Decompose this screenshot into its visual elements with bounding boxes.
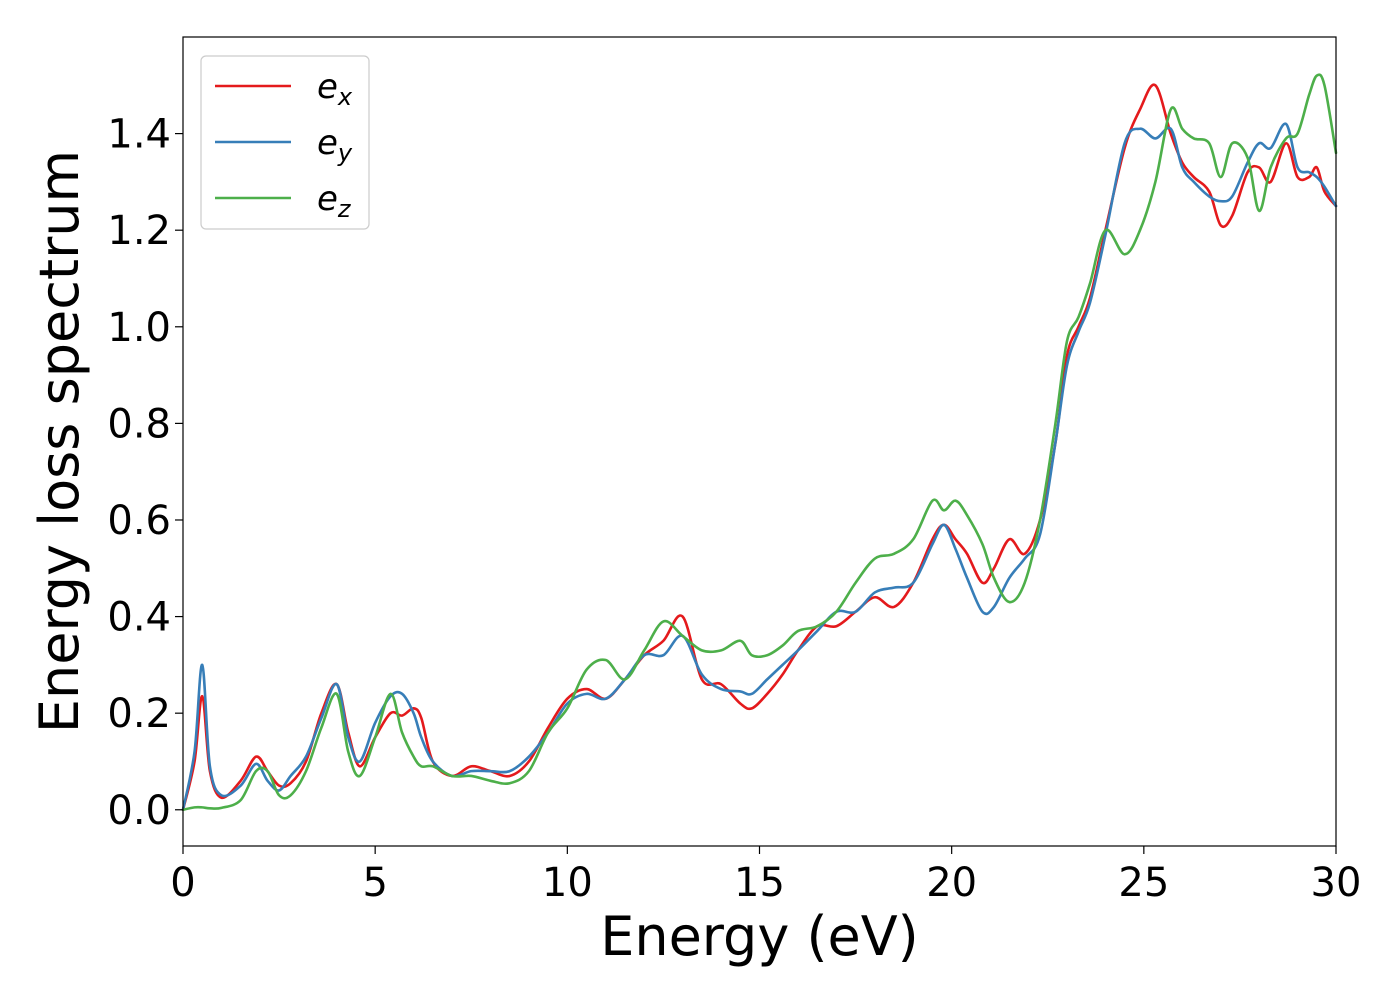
series-line-ez <box>181 73 1338 812</box>
plot-area <box>183 37 1336 846</box>
x-tick-label: 0 <box>170 860 195 906</box>
y-tick-label: 1.0 <box>107 305 171 351</box>
x-axis-ticks: 0 5 10 15 20 25 30 <box>170 846 1361 906</box>
y-axis-label: Energy loss spectrum <box>28 150 91 733</box>
y-tick-label: 0.0 <box>107 788 171 834</box>
x-tick-label: 20 <box>926 860 977 906</box>
y-tick-label: 0.2 <box>107 691 171 737</box>
y-tick-label: 1.4 <box>107 112 171 158</box>
legend-label-ex: ex <box>317 67 353 111</box>
series-line-ey <box>181 122 1338 812</box>
x-tick-label: 10 <box>542 860 593 906</box>
y-tick-label: 1.2 <box>107 208 171 254</box>
y-tick-label: 0.6 <box>107 498 171 544</box>
legend-label-ey: ey <box>317 123 353 167</box>
series-layer <box>181 73 1338 812</box>
legend-label-ez: ez <box>317 179 352 223</box>
y-tick-label: 0.8 <box>107 401 171 447</box>
x-tick-label: 15 <box>734 860 785 906</box>
x-tick-label: 25 <box>1118 860 1169 906</box>
legend: ex ey ez <box>200 55 370 230</box>
y-tick-label: 0.4 <box>107 595 171 641</box>
x-axis-label: Energy (eV) <box>600 905 919 968</box>
x-tick-label: 5 <box>362 860 387 906</box>
x-tick-label: 30 <box>1311 860 1362 906</box>
y-axis-ticks: 0.0 0.2 0.4 0.6 0.8 1.0 1.2 1.4 <box>107 112 183 834</box>
